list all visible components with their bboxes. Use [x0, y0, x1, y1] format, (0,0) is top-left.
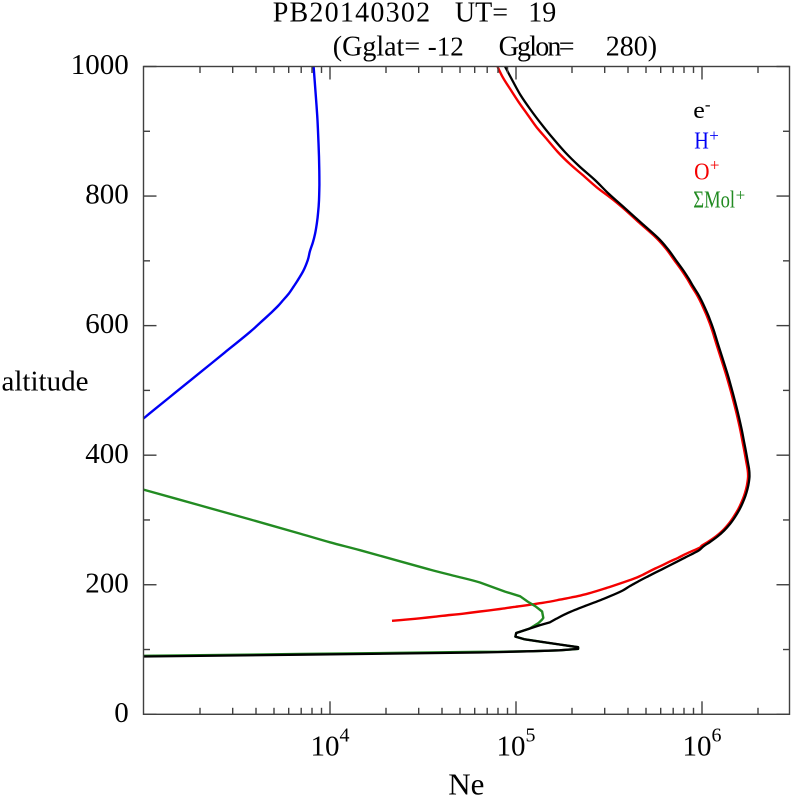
svg-text:(Gglat=: (Gglat=	[333, 31, 420, 62]
svg-text:H: H	[694, 129, 709, 155]
svg-text:200: 200	[85, 567, 129, 599]
svg-text:+: +	[710, 155, 720, 174]
svg-text:1000: 1000	[71, 49, 129, 81]
svg-text:=: =	[559, 31, 575, 62]
svg-text:280): 280)	[606, 31, 657, 62]
svg-text:600: 600	[85, 308, 129, 340]
svg-text:104: 104	[311, 725, 350, 763]
svg-text:ΣMol: ΣMol	[693, 188, 735, 214]
svg-text:UT=: UT=	[455, 0, 508, 29]
svg-text:altitude: altitude	[2, 365, 89, 397]
svg-text:-12: -12	[428, 31, 464, 61]
svg-text:-: -	[705, 95, 711, 114]
svg-text:19: 19	[528, 0, 556, 29]
svg-text:800: 800	[85, 179, 129, 211]
svg-text:106: 106	[683, 725, 722, 763]
svg-text:105: 105	[497, 725, 536, 763]
svg-text:Ne: Ne	[448, 766, 484, 795]
svg-text:400: 400	[85, 438, 129, 470]
svg-text:e: e	[693, 98, 705, 124]
svg-text:PB20140302: PB20140302	[273, 0, 432, 29]
svg-text:O: O	[694, 159, 709, 185]
svg-text:+: +	[709, 126, 719, 145]
svg-text:0: 0	[114, 697, 129, 729]
svg-text:Gglon: Gglon	[499, 31, 562, 62]
svg-text:+: +	[736, 185, 746, 204]
